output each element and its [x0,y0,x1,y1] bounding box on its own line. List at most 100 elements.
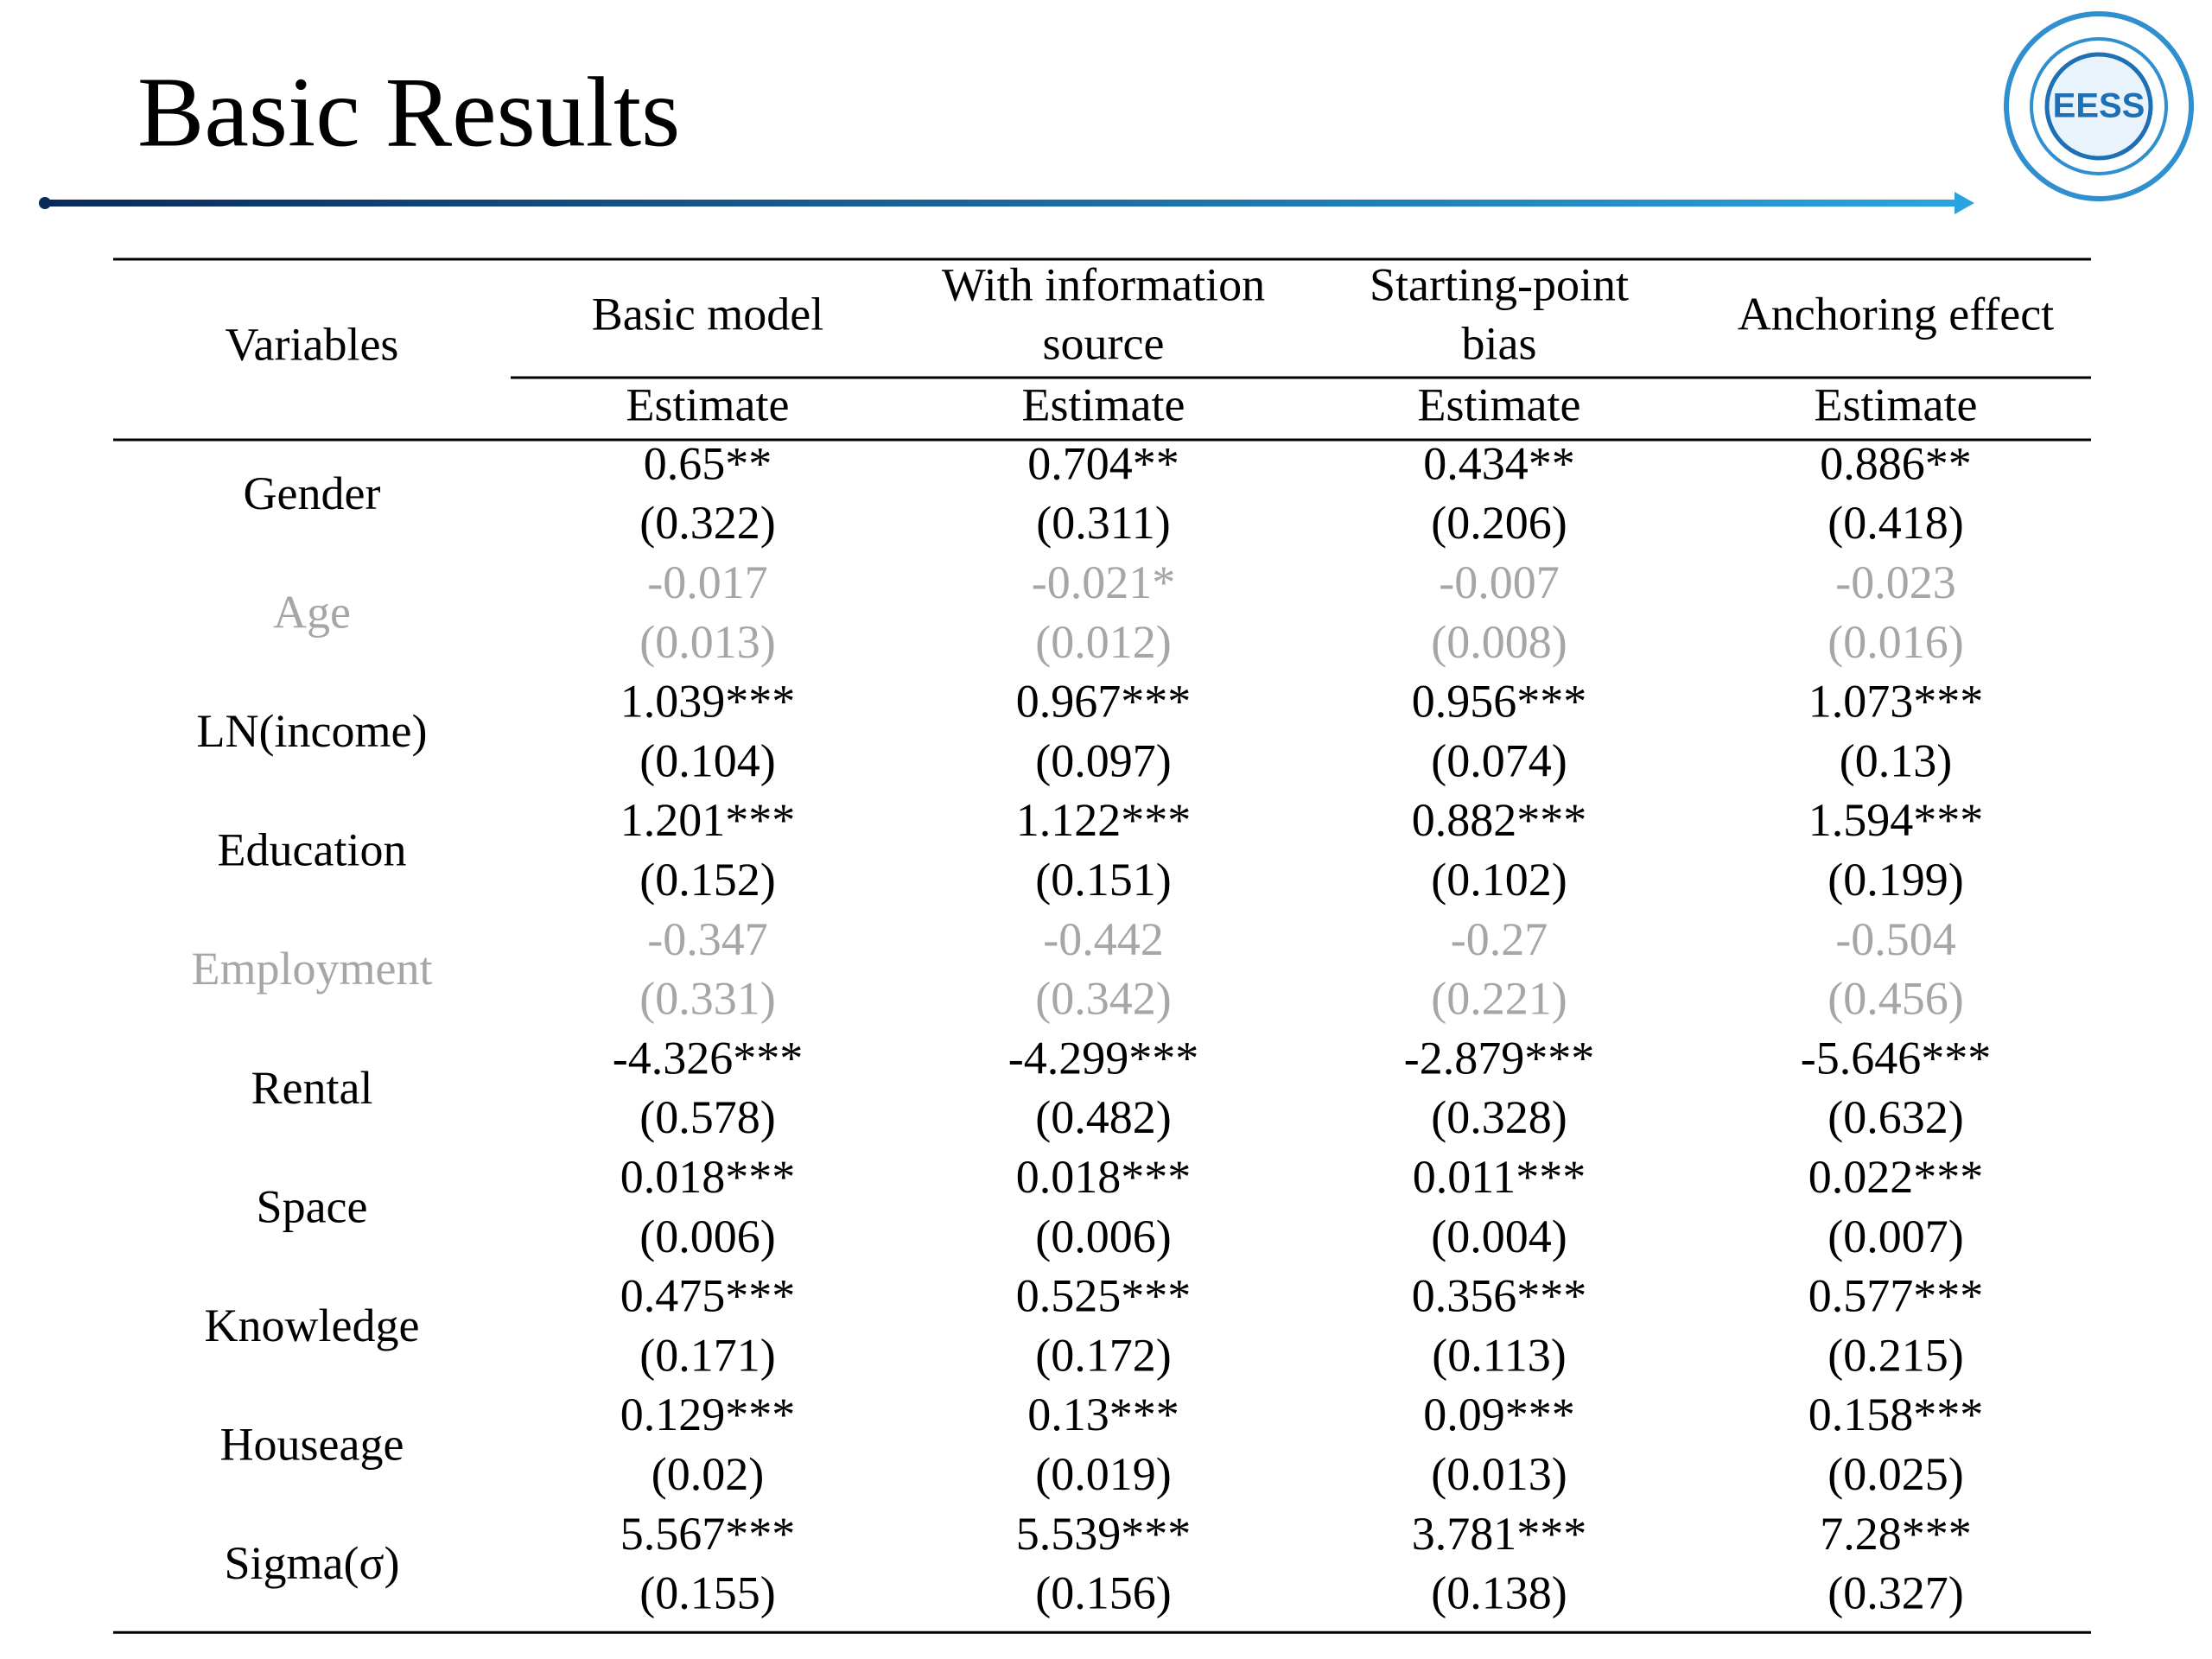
std-error: (0.578) [639,1091,775,1143]
column-header: Anchoring effect [1738,288,2054,340]
std-error: (0.006) [639,1211,775,1262]
column-header: With information [942,258,1265,310]
column-header: source [1043,317,1165,369]
estimate: 1.594*** [1808,794,1984,846]
std-error: (0.006) [1035,1211,1171,1262]
estimate: 3.781*** [1412,1508,1587,1560]
std-error: (0.199) [1827,854,1963,906]
std-error: (0.342) [1035,973,1171,1025]
column-subheader: Estimate [1815,378,1978,430]
estimate: 1.039*** [620,676,796,728]
std-error: (0.221) [1431,973,1567,1025]
estimate: 0.525*** [1016,1270,1192,1322]
std-error: (0.007) [1827,1211,1963,1262]
std-error: (0.008) [1431,616,1567,668]
row-label: Age [273,586,351,638]
estimate: -4.326*** [613,1032,803,1084]
estimate: 0.882*** [1412,794,1587,846]
estimate: 0.956*** [1412,676,1587,728]
column-header: Variables [226,318,399,370]
std-error: (0.322) [639,497,775,549]
std-error: (0.016) [1827,616,1963,668]
row-label: Rental [251,1062,373,1114]
std-error: (0.418) [1827,497,1963,549]
column-subheader: Estimate [626,378,790,430]
std-error: (0.482) [1035,1091,1171,1143]
estimate: -0.017 [647,556,767,608]
estimate: -0.023 [1835,556,1955,608]
row-label: Employment [192,943,433,995]
std-error: (0.327) [1827,1567,1963,1619]
estimate: -0.007 [1439,556,1559,608]
estimate: 0.704** [1027,437,1179,489]
std-error: (0.102) [1431,854,1567,906]
std-error: (0.013) [639,616,775,668]
estimate: 0.09*** [1423,1389,1575,1440]
std-error: (0.13) [1840,734,1952,786]
std-error: (0.019) [1035,1448,1171,1500]
std-error: (0.172) [1035,1329,1171,1381]
estimate: 0.022*** [1808,1151,1984,1203]
estimate: -5.646*** [1801,1032,1991,1084]
std-error: (0.456) [1827,973,1963,1025]
std-error: (0.074) [1431,734,1567,786]
estimate: 7.28*** [1820,1508,1972,1560]
std-error: (0.311) [1036,497,1170,549]
std-error: (0.113) [1432,1329,1566,1381]
estimate: -0.442 [1043,913,1163,965]
row-label: Houseage [220,1419,404,1471]
estimate: 5.567*** [620,1508,796,1560]
row-label: Sigma(σ) [224,1537,399,1589]
estimate: -0.27 [1451,913,1548,965]
std-error: (0.138) [1431,1567,1567,1619]
estimate: 0.967*** [1016,676,1192,728]
estimate: 0.356*** [1412,1270,1587,1322]
estimate: 1.073*** [1808,676,1984,728]
row-label: LN(income) [197,705,428,757]
estimate: -0.021* [1032,556,1175,608]
estimate: 0.011*** [1413,1151,1586,1203]
title-arrow [39,192,1974,214]
estimate: 0.577*** [1808,1270,1984,1322]
std-error: (0.206) [1431,497,1567,549]
estimate: 5.539*** [1016,1508,1192,1560]
slide-title: Basic Results [137,58,680,168]
column-header: bias [1462,317,1537,369]
std-error: (0.156) [1035,1567,1171,1619]
std-error: (0.331) [639,973,775,1025]
std-error: (0.155) [639,1567,775,1619]
estimate: 0.886** [1820,437,1972,489]
estimate: 1.201*** [620,794,796,846]
std-error: (0.025) [1827,1448,1963,1500]
std-error: (0.328) [1431,1091,1567,1143]
row-label: Education [218,824,407,876]
estimate: -4.299*** [1008,1032,1198,1084]
column-header: Starting-point [1370,258,1629,310]
row-label: Gender [244,467,381,519]
results-table: Variables Basic model Estimate With informa… [113,257,2091,1634]
std-error: (0.152) [639,854,775,906]
row-label: Knowledge [205,1300,420,1351]
logo: EESS [2004,11,2194,201]
column-subheader: Estimate [1022,378,1185,430]
std-error: (0.104) [639,734,775,786]
estimate: -0.347 [647,913,767,965]
estimate: 0.13*** [1027,1389,1179,1440]
std-error: (0.013) [1431,1448,1567,1500]
std-error: (0.151) [1035,854,1171,906]
estimate: 1.122*** [1016,794,1192,846]
estimate: 0.018*** [1016,1151,1192,1203]
estimate: 0.434** [1423,437,1575,489]
column-subheader: Estimate [1418,378,1581,430]
estimate: 0.018*** [620,1151,796,1203]
estimate: 0.158*** [1808,1389,1984,1440]
std-error: (0.632) [1827,1091,1963,1143]
estimate: -2.879*** [1404,1032,1594,1084]
std-error: (0.02) [652,1448,764,1500]
std-error: (0.171) [639,1329,775,1381]
estimate: -0.504 [1835,913,1955,965]
std-error: (0.215) [1827,1329,1963,1381]
row-label: Space [257,1180,368,1232]
logo-text: EESS [2053,87,2145,125]
